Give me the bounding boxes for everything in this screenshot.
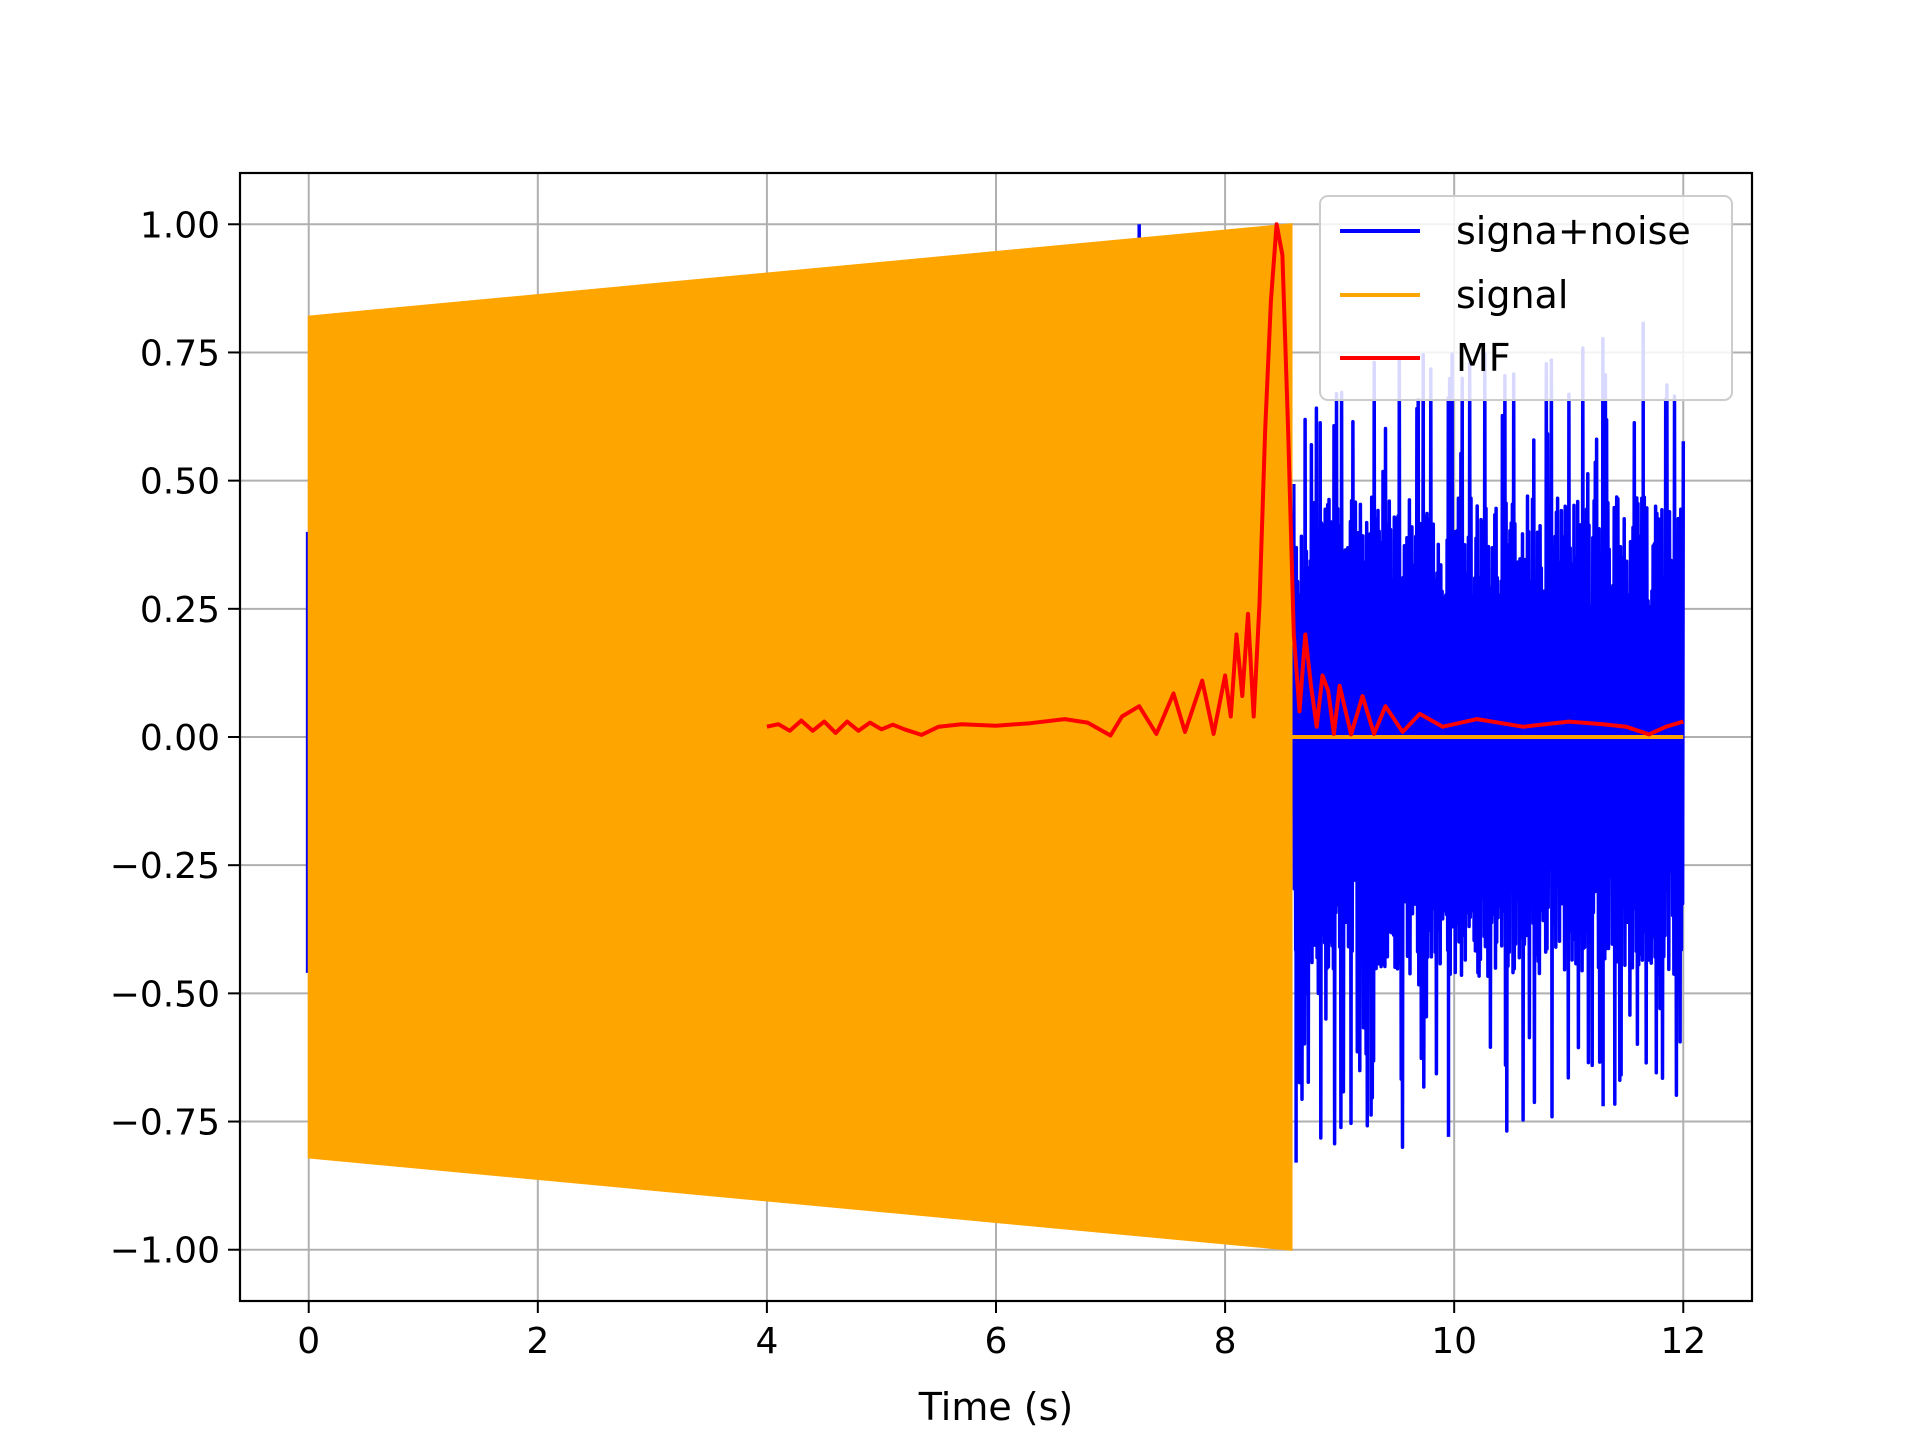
series-signal-band [307, 223, 1293, 1251]
x-tick-label: 10 [1431, 1321, 1477, 1362]
x-tick-label: 6 [985, 1321, 1008, 1362]
x-tick-label: 4 [755, 1321, 778, 1362]
y-tick-label: 0.25 [140, 590, 220, 631]
y-tick-label: −1.00 [110, 1231, 220, 1272]
legend-label-mf: MF [1456, 336, 1511, 380]
y-tick-label: 0.50 [140, 462, 220, 503]
legend-label-signal: signal [1456, 273, 1568, 317]
axis-ticks: 0 2 4 6 8 10 12 1.00 0.75 0.50 0.25 0.00 −0.25 −0.50 −… [110, 205, 1707, 1362]
plot-area [305, 222, 1686, 1251]
y-tick-label: −0.50 [110, 974, 220, 1015]
y-tick-label: −0.75 [110, 1103, 220, 1144]
x-tick-label: 8 [1214, 1321, 1237, 1362]
series-mf [766, 222, 1684, 738]
x-tick-label: 12 [1660, 1321, 1706, 1362]
y-tick-label: 1.00 [140, 205, 220, 246]
x-axis-label: Time (s) [918, 1385, 1074, 1429]
legend: signa+noise signal MF [1319, 195, 1733, 401]
y-tick-label: −0.25 [110, 846, 220, 887]
x-tick-label: 0 [297, 1321, 320, 1362]
legend-box [1319, 195, 1733, 401]
x-tick-label: 2 [526, 1321, 549, 1362]
y-tick-label: 0.00 [140, 718, 220, 759]
legend-label-signal-noise: signa+noise [1456, 209, 1691, 253]
y-tick-label: 0.75 [140, 333, 220, 374]
